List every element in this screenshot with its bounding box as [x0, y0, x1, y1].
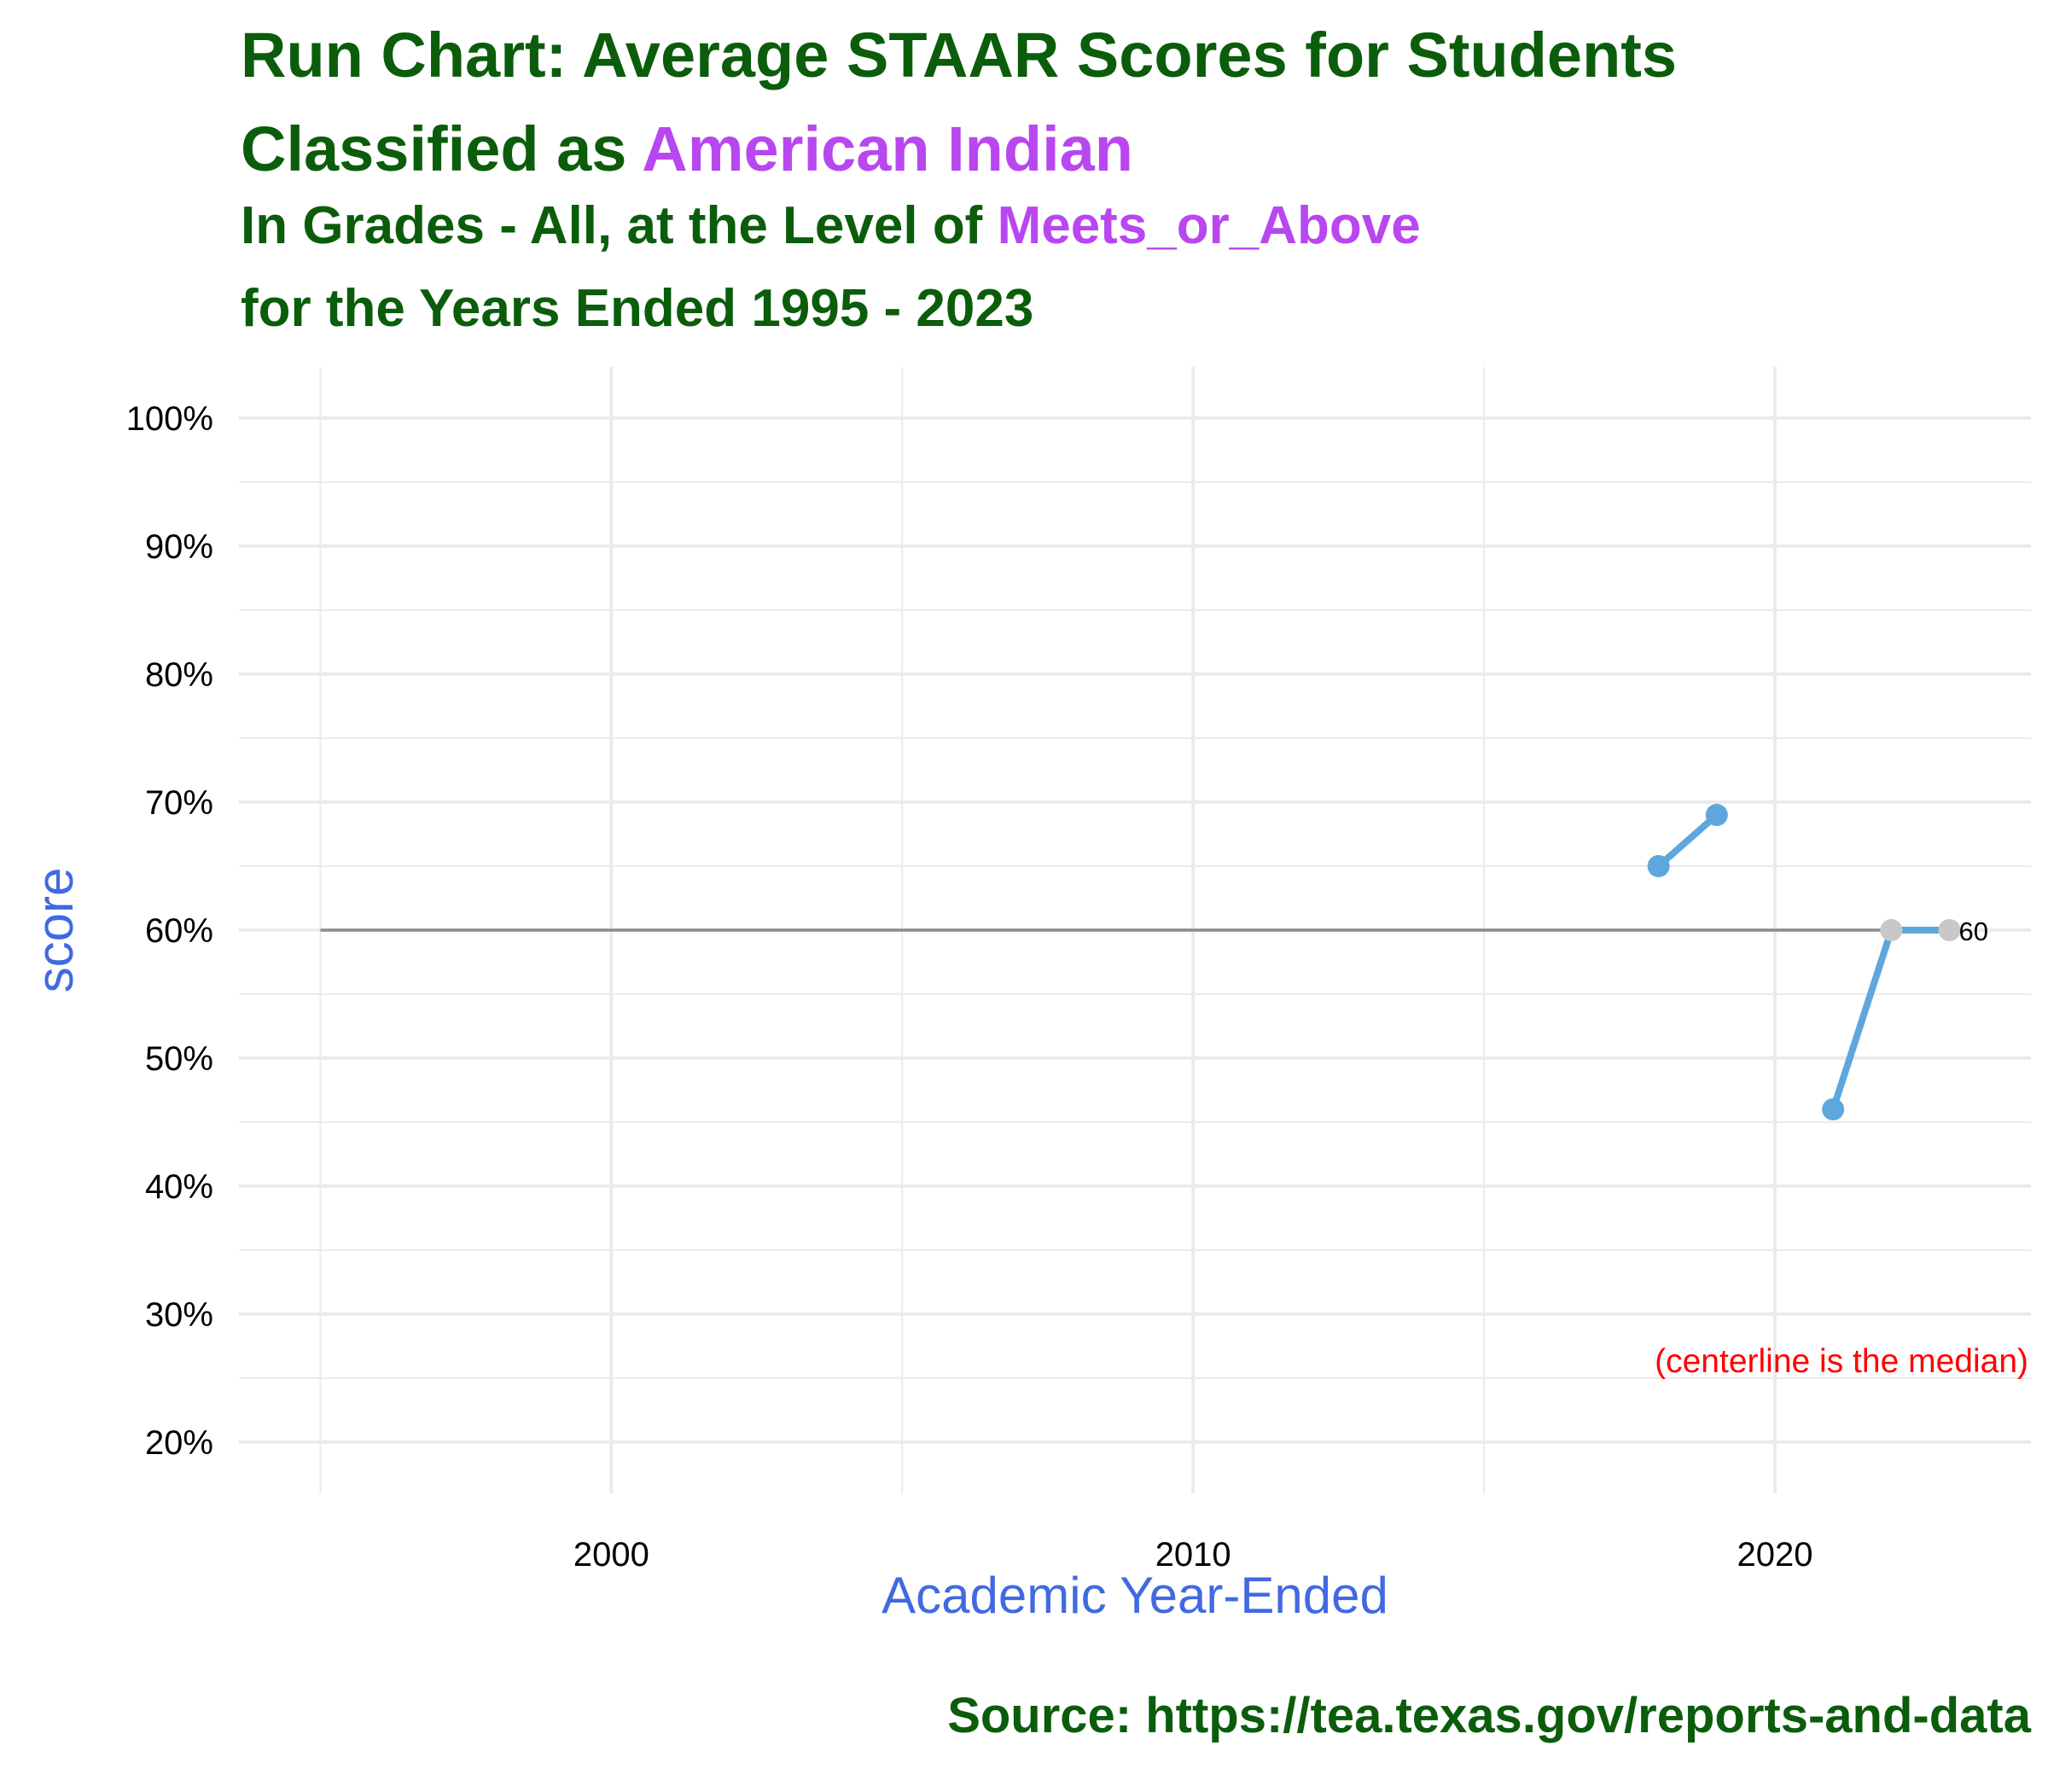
- title-line-1-text: Run Chart: Average STAAR Scores for Stud…: [241, 20, 1677, 90]
- y-tick-label: 70%: [145, 784, 213, 822]
- x-tick-label: 2010: [1155, 1536, 1231, 1574]
- centerline-value-label: 60: [1959, 916, 1988, 946]
- x-tick-label: 2020: [1737, 1536, 1813, 1574]
- series-line: [1655, 812, 1720, 870]
- title-line-1: Run Chart: Average STAAR Scores for Stud…: [241, 20, 1677, 90]
- y-tick-label: 80%: [145, 656, 213, 694]
- y-tick-label: 20%: [145, 1424, 213, 1462]
- y-axis-title: score: [26, 868, 84, 993]
- subtitle-highlight: Meets_or_Above: [998, 196, 1421, 255]
- y-tick-label: 100%: [126, 400, 213, 438]
- chart-subtitle: In Grades - All, at the Level of Meets_o…: [241, 196, 1421, 338]
- y-tick-label: 50%: [145, 1040, 213, 1078]
- title-prefix: Classified as: [241, 113, 642, 184]
- series-line: [1830, 927, 1953, 1113]
- points-group: [1647, 804, 1961, 1120]
- data-point: [1822, 1098, 1845, 1120]
- source-caption: Source: https://tea.texas.gov/reports-an…: [947, 1688, 2032, 1743]
- y-tick-label: 40%: [145, 1168, 213, 1206]
- data-point: [1647, 855, 1670, 877]
- title-line-2: Classified as American Indian: [241, 113, 1133, 184]
- y-tick-label: 60%: [145, 912, 213, 950]
- data-point: [1705, 804, 1728, 826]
- chart-title: Run Chart: Average STAAR Scores for Stud…: [241, 20, 1677, 184]
- subtitle-line-2-text: for the Years Ended 1995 - 2023: [241, 279, 1033, 338]
- subtitle-line-1: In Grades - All, at the Level of Meets_o…: [241, 196, 1421, 255]
- series-group: [1655, 812, 1953, 1113]
- x-axis-title: Academic Year-Ended: [881, 1567, 1388, 1624]
- y-tick-labels: 20% 30% 40% 50% 60% 70% 80% 90% 100%: [126, 400, 213, 1462]
- median-note: (centerline is the median): [1655, 1343, 2028, 1380]
- y-tick-label: 30%: [145, 1296, 213, 1334]
- x-tick-label: 2000: [573, 1536, 649, 1574]
- y-tick-label: 90%: [145, 528, 213, 566]
- data-point: [1938, 919, 1961, 941]
- subtitle-prefix: In Grades - All, at the Level of: [241, 196, 998, 255]
- x-tick-labels: 2000 2010 2020: [573, 1536, 1813, 1574]
- subtitle-line-2: for the Years Ended 1995 - 2023: [241, 279, 1033, 338]
- title-highlight: American Indian: [642, 113, 1133, 184]
- data-point: [1880, 919, 1903, 941]
